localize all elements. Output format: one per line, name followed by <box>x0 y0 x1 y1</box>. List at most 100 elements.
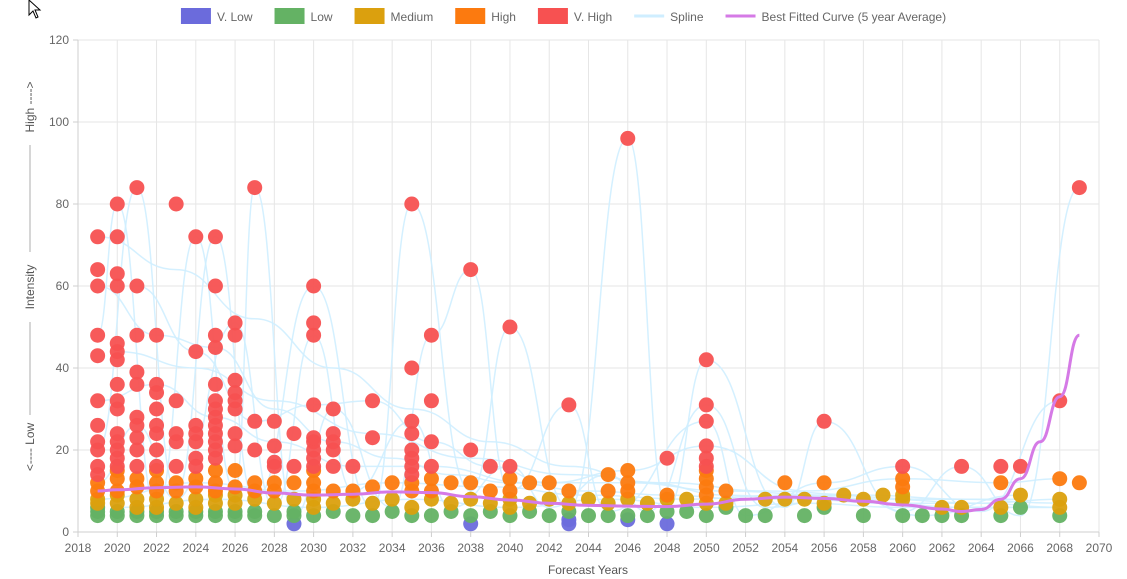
point-v-high[interactable] <box>404 426 420 442</box>
point-v-high[interactable] <box>1071 180 1087 196</box>
point-high[interactable] <box>600 467 616 483</box>
point-v-high[interactable] <box>993 458 1009 474</box>
point-medium[interactable] <box>365 495 381 511</box>
point-v-high[interactable] <box>698 397 714 413</box>
point-v-high[interactable] <box>404 196 420 212</box>
point-high[interactable] <box>423 471 439 487</box>
point-v-high[interactable] <box>266 454 282 470</box>
point-v-high[interactable] <box>345 458 361 474</box>
point-v-high[interactable] <box>129 327 145 343</box>
point-v-high[interactable] <box>90 393 106 409</box>
point-v-high[interactable] <box>168 458 184 474</box>
point-high[interactable] <box>129 471 145 487</box>
point-v-high[interactable] <box>149 417 165 433</box>
point-low[interactable] <box>266 508 282 524</box>
point-v-high[interactable] <box>365 393 381 409</box>
point-v-high[interactable] <box>188 450 204 466</box>
point-high[interactable] <box>777 475 793 491</box>
point-v-high[interactable] <box>325 458 341 474</box>
point-v-high[interactable] <box>247 180 263 196</box>
point-v-high[interactable] <box>365 430 381 446</box>
point-high[interactable] <box>207 463 223 478</box>
point-v-high[interactable] <box>698 438 714 454</box>
point-high[interactable] <box>502 471 518 487</box>
point-v-high[interactable] <box>129 442 145 458</box>
point-v-high[interactable] <box>698 352 714 368</box>
point-v-high[interactable] <box>247 413 263 429</box>
point-medium[interactable] <box>404 499 420 515</box>
point-v-high[interactable] <box>1012 458 1028 474</box>
point-high[interactable] <box>423 483 439 499</box>
point-low[interactable] <box>895 508 911 524</box>
point-v-high[interactable] <box>227 385 243 401</box>
point-v-high[interactable] <box>90 458 106 474</box>
point-v-high[interactable] <box>129 409 145 425</box>
point-high[interactable] <box>1071 475 1087 491</box>
point-high[interactable] <box>188 471 204 487</box>
point-v-high[interactable] <box>109 426 125 442</box>
point-medium[interactable] <box>266 495 282 511</box>
point-v-high[interactable] <box>149 442 165 458</box>
point-v-high[interactable] <box>109 278 125 294</box>
legend-item-v-low[interactable]: V. Low <box>180 8 253 24</box>
point-low[interactable] <box>286 504 302 519</box>
point-v-high[interactable] <box>482 458 498 474</box>
point-low[interactable] <box>365 508 381 524</box>
point-high[interactable] <box>345 483 361 499</box>
point-low[interactable] <box>463 508 479 524</box>
point-medium[interactable] <box>443 495 459 511</box>
point-v-high[interactable] <box>404 360 420 376</box>
point-low[interactable] <box>345 508 361 524</box>
point-v-high[interactable] <box>109 376 125 392</box>
point-v-high[interactable] <box>188 344 204 360</box>
point-low[interactable] <box>796 508 812 524</box>
point-v-high[interactable] <box>207 278 223 294</box>
point-v-high[interactable] <box>90 434 106 450</box>
point-medium[interactable] <box>855 491 871 507</box>
point-v-high[interactable] <box>325 401 341 417</box>
point-v-high[interactable] <box>109 196 125 212</box>
point-v-high[interactable] <box>129 458 145 474</box>
point-v-high[interactable] <box>404 413 420 429</box>
legend-item-v-high[interactable]: V. High <box>537 8 612 24</box>
point-v-high[interactable] <box>247 442 263 458</box>
point-v-high[interactable] <box>463 262 479 278</box>
point-v-high[interactable] <box>423 393 439 409</box>
point-v-high[interactable] <box>306 397 322 413</box>
point-v-high[interactable] <box>306 278 322 294</box>
point-v-high[interactable] <box>188 417 204 433</box>
point-medium[interactable] <box>188 491 204 507</box>
legend-item-high[interactable]: High <box>455 8 516 24</box>
point-v-high[interactable] <box>207 229 223 245</box>
point-v-high[interactable] <box>90 348 106 364</box>
point-high[interactable] <box>306 475 322 491</box>
point-v-high[interactable] <box>286 458 302 474</box>
point-v-high[interactable] <box>423 458 439 474</box>
point-low[interactable] <box>914 508 930 524</box>
point-v-high[interactable] <box>168 196 184 212</box>
point-high[interactable] <box>227 479 243 495</box>
point-low[interactable] <box>639 508 655 524</box>
point-low[interactable] <box>384 504 400 519</box>
legend-item-low[interactable]: Low <box>274 8 333 24</box>
point-medium[interactable] <box>463 491 479 507</box>
point-low[interactable] <box>855 508 871 524</box>
point-medium[interactable] <box>522 495 538 511</box>
point-high[interactable] <box>541 475 557 491</box>
point-low[interactable] <box>620 508 636 524</box>
point-v-high[interactable] <box>149 376 165 392</box>
point-high[interactable] <box>993 475 1009 491</box>
point-v-high[interactable] <box>109 229 125 245</box>
point-v-high[interactable] <box>306 430 322 446</box>
point-v-high[interactable] <box>129 180 145 196</box>
point-high[interactable] <box>502 483 518 499</box>
legend[interactable]: V. Low Low Medium High V. High Spline Best Fit… <box>180 8 946 24</box>
point-low[interactable] <box>698 508 714 524</box>
point-v-high[interactable] <box>266 438 282 454</box>
point-v-high[interactable] <box>620 130 636 146</box>
point-v-high[interactable] <box>90 229 106 245</box>
point-high[interactable] <box>659 487 675 503</box>
point-v-high[interactable] <box>90 278 106 294</box>
point-v-high[interactable] <box>207 393 223 409</box>
point-medium[interactable] <box>129 491 145 507</box>
